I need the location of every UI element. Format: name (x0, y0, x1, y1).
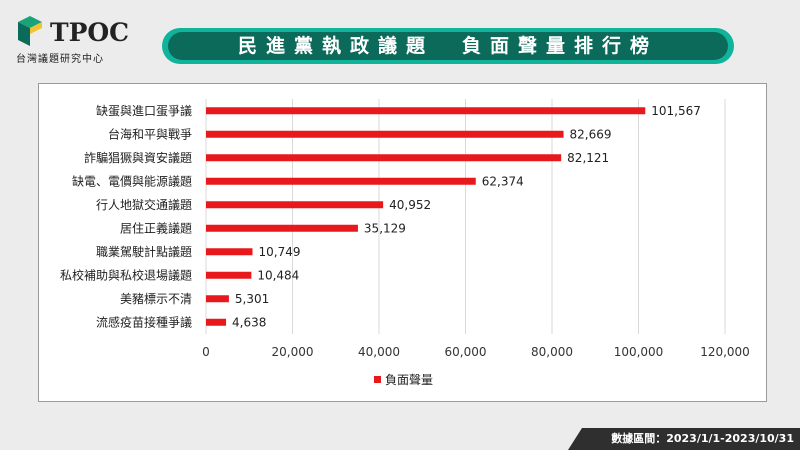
value-label: 4,638 (232, 315, 266, 329)
bar (206, 271, 252, 279)
value-label: 82,669 (570, 127, 612, 141)
category-label: 行人地獄交通議題 (96, 197, 192, 212)
bar (206, 318, 227, 326)
value-label: 10,749 (258, 245, 300, 259)
bar (206, 107, 646, 115)
value-label: 82,121 (567, 151, 609, 165)
x-tick-label: 60,000 (445, 345, 487, 359)
x-tick-label: 20,000 (272, 345, 314, 359)
category-label: 居住正義議題 (120, 220, 192, 235)
title-banner: 民進黨執政議題 負面聲量排行榜 (162, 28, 734, 64)
value-label: 10,484 (257, 268, 299, 282)
bar (206, 295, 229, 303)
category-label: 台海和平與戰爭 (108, 126, 192, 141)
category-label: 私校補助與私校退場議題 (60, 267, 192, 282)
bar (206, 130, 564, 138)
value-label: 101,567 (651, 104, 701, 118)
logo-subtitle: 台灣議題研究中心 (16, 54, 104, 65)
date-range-footer: 數據區間：2023/1/1-2023/10/31 (568, 428, 800, 450)
x-tick-label: 40,000 (358, 345, 400, 359)
x-tick-label: 80,000 (531, 345, 573, 359)
tpoc-logo: TPOC 台灣議題研究中心 (14, 14, 164, 70)
legend-label: 負面聲量 (385, 372, 433, 387)
bar (206, 177, 476, 185)
category-label: 美豬標示不清 (120, 292, 192, 306)
bar (206, 224, 358, 232)
x-tick-label: 0 (202, 345, 210, 359)
bar (206, 248, 253, 256)
bar-chart: 0 20,000 40,000 60,000 80,000 100,000 120,000 缺… (60, 99, 750, 387)
logo-text: TPOC (50, 18, 130, 47)
legend-swatch (374, 376, 381, 383)
x-tick-label: 120,000 (700, 345, 750, 359)
page-title: 民進黨執政議題 負面聲量排行榜 (168, 32, 728, 60)
category-label: 缺電、電價與能源議題 (72, 173, 192, 188)
value-label: 40,952 (389, 198, 431, 212)
bar (206, 201, 384, 209)
x-tick-label: 100,000 (614, 345, 664, 359)
category-label: 流感疫苗接種爭議 (96, 314, 192, 329)
bar (206, 154, 562, 162)
logo-mark-icon (18, 16, 42, 46)
value-label: 5,301 (235, 292, 269, 306)
chart-panel: 0 20,000 40,000 60,000 80,000 100,000 120,000 缺… (38, 83, 767, 402)
category-label: 缺蛋與進口蛋爭議 (96, 103, 192, 118)
value-label: 35,129 (364, 221, 406, 235)
value-label: 62,374 (482, 174, 524, 188)
category-label: 職業駕駛計點議題 (96, 244, 192, 259)
category-label: 詐騙猖獗與資安議題 (84, 150, 192, 165)
